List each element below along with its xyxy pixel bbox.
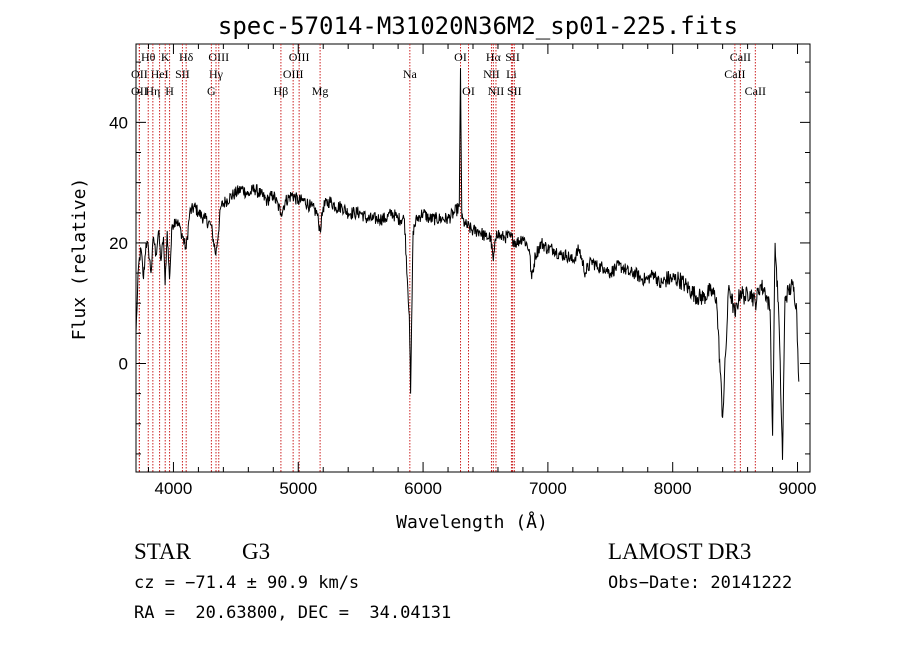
spectrum-line [135,68,800,460]
marker-label: NII [483,67,500,81]
marker-label: CaII [724,67,745,81]
marker-label: OI [454,50,467,64]
marker-label: NII [488,84,505,98]
marker-label: H [165,84,174,98]
marker-label: OIII [289,50,310,64]
marker-label: Hδ [179,50,194,64]
survey-name: LAMOST DR3 [608,539,752,564]
x-tick-label: 9000 [779,479,817,498]
marker-label: SII [175,67,190,81]
y-axis-label: Flux (relative) [69,178,90,341]
marker-label: Hα [486,50,502,64]
coordinates-line: RA = 20.63800, DEC = 34.04131 [134,603,452,623]
redshift-line: cz = −71.4 ± 90.9 km/s [134,573,360,593]
marker-label: CaII [730,50,751,64]
x-tick-label: 5000 [279,479,317,498]
marker-label: SII [505,50,520,64]
marker-label: Hθ [141,50,156,64]
marker-label: Hη [145,84,160,98]
marker-label: CaII [745,84,766,98]
y-axis-ticks: 0 20 40 [109,61,810,455]
marker-label: OIII [283,67,304,81]
marker-label: Na [403,67,418,81]
x-tick-label: 4000 [155,479,193,498]
marker-label: Hβ [274,84,289,98]
y-tick-label: 0 [119,354,128,373]
object-subclass: G3 [242,539,271,564]
x-tick-label: 8000 [654,479,692,498]
x-tick-label: 6000 [404,479,442,498]
marker-label: OI [462,84,475,98]
x-axis-label: Wavelength (Å) [396,511,548,533]
obs-date-line: Obs−Date: 20141222 [608,573,793,593]
y-tick-label: 40 [109,113,128,132]
x-tick-label: 7000 [529,479,567,498]
marker-label: SII [507,84,522,98]
marker-label: OII [131,84,148,98]
marker-label: OIII [208,50,229,64]
marker-label: HeI [151,67,169,81]
x-axis-ticks: 4000 5000 6000 7000 8000 9000 [147,44,817,498]
marker-label: K [161,50,170,64]
marker-label: Mg [312,84,329,98]
marker-label: Li [506,67,517,81]
chart-title: spec-57014-M31020N36M2_sp01-225.fits [218,12,738,40]
marker-label: G [207,84,216,98]
object-class: STAR [134,539,191,564]
marker-label: Hγ [209,67,224,81]
plot-frame [135,43,811,473]
y-tick-label: 20 [109,234,128,253]
